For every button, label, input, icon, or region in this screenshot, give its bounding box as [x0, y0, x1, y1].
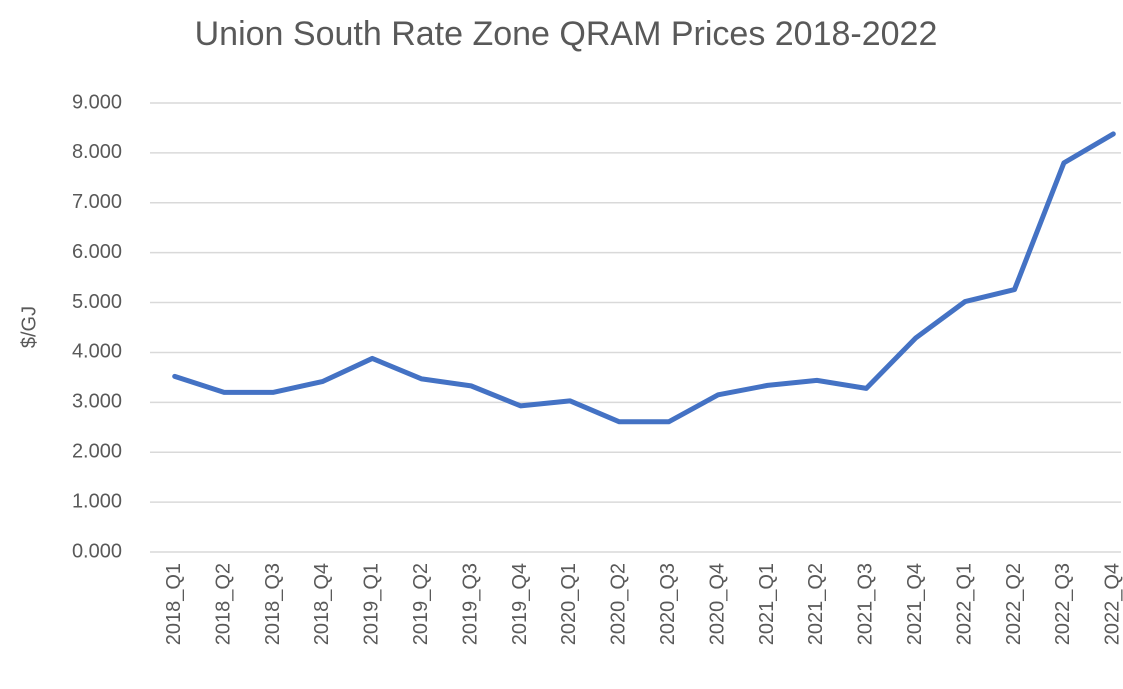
x-tick-label: 2021_Q3 [855, 563, 877, 645]
x-tick-label: 2022_Q3 [1052, 563, 1074, 645]
x-tick-label: 2019_Q2 [410, 563, 432, 645]
x-tick-label: 2021_Q1 [756, 563, 778, 645]
x-tick-label: 2020_Q1 [558, 563, 580, 645]
x-tick-label: 2019_Q1 [361, 563, 383, 645]
y-tick-label: 9.000 [72, 91, 122, 113]
x-tick-label: 2021_Q4 [904, 563, 926, 645]
x-tick-label: 2022_Q1 [953, 563, 975, 645]
y-tick-label: 6.000 [72, 241, 122, 263]
x-tick-label: 2018_Q4 [311, 563, 333, 645]
y-tick-label: 1.000 [72, 490, 122, 512]
y-tick-label: 5.000 [72, 291, 122, 313]
x-tick-label: 2022_Q2 [1003, 563, 1025, 645]
chart-title: Union South Rate Zone QRAM Prices 2018-2… [195, 15, 938, 53]
y-axis-label: $/GJ [18, 306, 40, 348]
x-tick-label: 2022_Q4 [1102, 563, 1123, 645]
x-tick-label: 2018_Q3 [262, 563, 284, 645]
y-tick-label: 2.000 [72, 441, 122, 463]
x-tick-label: 2020_Q2 [608, 563, 630, 645]
line-series [172, 131, 1116, 425]
y-tick-label: 8.000 [72, 141, 122, 163]
x-tick-label: 2018_Q2 [212, 563, 234, 645]
x-tick-label: 2019_Q3 [459, 563, 481, 645]
y-tick-label: 0.000 [72, 540, 122, 562]
x-tick-label: 2020_Q4 [706, 563, 728, 645]
x-tick-label: 2020_Q3 [657, 563, 679, 645]
y-tick-label: 7.000 [72, 191, 122, 213]
x-tick-label: 2019_Q4 [509, 563, 531, 645]
y-tick-label: 4.000 [72, 341, 122, 363]
y-tick-label: 3.000 [72, 391, 122, 413]
x-tick-label: 2021_Q2 [805, 563, 827, 645]
x-tick-label: 2018_Q1 [163, 563, 185, 645]
